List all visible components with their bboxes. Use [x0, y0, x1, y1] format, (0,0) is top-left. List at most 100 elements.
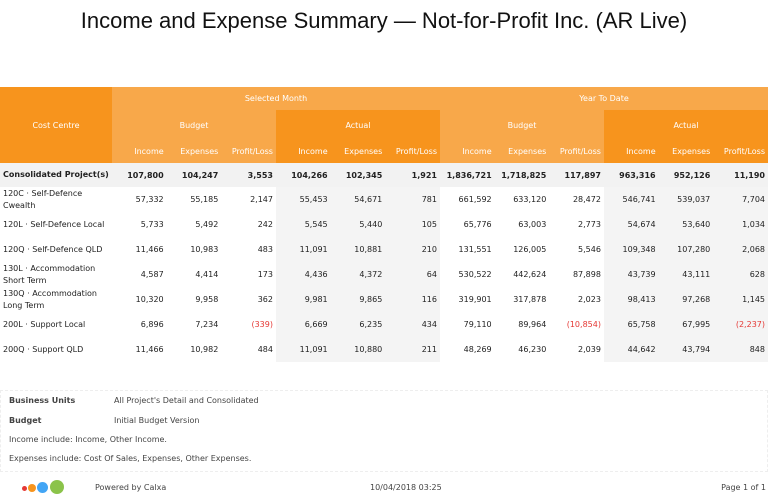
- cell-expenses: 442,624: [513, 270, 547, 279]
- cell-profit-loss: 2,147: [250, 195, 273, 204]
- cell-income: 48,269: [463, 345, 492, 354]
- cell-income: 131,551: [458, 245, 492, 254]
- footer: Powered by Calxa 10/04/2018 03:25 Page 1…: [0, 480, 768, 496]
- table-row: 200L · Support Local 6,896 7,234 (339) 6,669…: [0, 312, 768, 337]
- column-header-income: Income: [439, 140, 495, 163]
- cell-expenses: 4,414: [195, 270, 219, 279]
- cell-profit-loss: (339): [251, 320, 273, 329]
- cell-expenses: 10,982: [190, 345, 219, 354]
- cell-income: 319,901: [458, 295, 492, 304]
- budget-value: Initial Budget Version: [114, 416, 200, 425]
- cell-income: 44,642: [603, 337, 659, 362]
- cell-profit-loss: (10,854): [566, 320, 601, 329]
- cell-profit-loss: 362: [257, 295, 273, 304]
- header-sm-budget: Budget: [112, 110, 276, 140]
- cell-profit-loss: 781: [385, 187, 440, 212]
- column-header-expenses: Expenses: [166, 140, 222, 163]
- cell-profit-loss: 483: [257, 245, 273, 254]
- header-selected-month: Selected Month: [112, 87, 440, 110]
- cell-expenses: 9,958: [195, 295, 219, 304]
- cell-expenses: 539,037: [658, 187, 714, 212]
- cell-expenses: 102,345: [330, 163, 386, 187]
- cell-income: 98,413: [603, 287, 659, 312]
- cell-income: 4,587: [140, 270, 164, 279]
- cell-profit-loss: 28,472: [572, 195, 601, 204]
- table-row: 120L · Self-Defence Local 5,733 5,492 242 5,…: [0, 212, 768, 237]
- cell-expenses: 54,671: [330, 187, 386, 212]
- cell-profit-loss: 2,023: [578, 295, 601, 304]
- cell-income: 9,981: [275, 287, 331, 312]
- cell-expenses: 53,640: [658, 212, 714, 237]
- cell-profit-loss: 848: [713, 337, 768, 362]
- cell-expenses: 7,234: [195, 320, 219, 329]
- header-cost-centre: Cost Centre: [0, 87, 112, 163]
- cost-centre-name: 200Q · Support QLD: [3, 344, 84, 354]
- cell-income: 530,522: [458, 270, 492, 279]
- cell-income: 5,733: [140, 220, 164, 229]
- column-header-expenses: Expenses: [330, 140, 386, 163]
- table-row: 120Q · Self-Defence QLD 11,466 10,983 483 11…: [0, 237, 768, 262]
- cell-profit-loss: 5,546: [578, 245, 601, 254]
- column-header-income: Income: [275, 140, 331, 163]
- report-title: Income and Expense Summary — Not-for-Pro…: [80, 8, 688, 33]
- cost-centre-name: 130Q · Accommodation Long Term: [3, 288, 98, 310]
- cell-income: 57,332: [135, 195, 164, 204]
- cell-expenses: 126,005: [513, 245, 547, 254]
- cell-profit-loss: 64: [385, 262, 440, 287]
- cell-profit-loss: 117,897: [549, 163, 604, 187]
- cell-income: 79,110: [463, 320, 492, 329]
- cell-profit-loss: 2,068: [713, 237, 768, 262]
- cell-profit-loss: 484: [257, 345, 273, 354]
- cell-profit-loss: 2,039: [578, 345, 601, 354]
- column-header-income: Income: [112, 140, 167, 163]
- header-sm-actual: Actual: [275, 110, 440, 140]
- cell-expenses: 10,881: [330, 237, 386, 262]
- cell-expenses: 43,111: [658, 262, 714, 287]
- cell-income: 65,776: [463, 220, 492, 229]
- cell-income: 11,466: [135, 245, 164, 254]
- cell-income: 10,320: [135, 295, 164, 304]
- cell-profit-loss: 2,773: [578, 220, 601, 229]
- column-header-profit-loss: Profit/Loss: [549, 140, 604, 163]
- cell-profit-loss: 434: [385, 312, 440, 337]
- cell-income: 109,348: [603, 237, 659, 262]
- table-row: 120C · Self-Defence Cwealth 57,332 55,185 2…: [0, 187, 768, 212]
- cell-profit-loss: 7,704: [713, 187, 768, 212]
- business-units-value: All Project's Detail and Consolidated: [114, 396, 259, 405]
- cell-expenses: 104,247: [166, 163, 222, 187]
- cell-profit-loss: 628: [713, 262, 768, 287]
- cell-expenses: 63,003: [518, 220, 547, 229]
- cell-profit-loss: 87,898: [572, 270, 601, 279]
- timestamp: 10/04/2018 03:25: [370, 483, 442, 492]
- cell-expenses: 97,268: [658, 287, 714, 312]
- cell-expenses: 6,235: [330, 312, 386, 337]
- income-note: Income include: Income, Other Income.: [9, 435, 167, 444]
- cell-income: 11,466: [135, 345, 164, 354]
- column-header-profit-loss: Profit/Loss: [385, 140, 440, 163]
- cell-income: 963,316: [603, 163, 659, 187]
- header-ytd-budget: Budget: [439, 110, 604, 140]
- cell-expenses: 317,878: [513, 295, 547, 304]
- cell-income: 546,741: [603, 187, 659, 212]
- cell-income: 6,669: [275, 312, 331, 337]
- column-header-profit-loss: Profit/Loss: [221, 140, 276, 163]
- cell-expenses: 43,794: [658, 337, 714, 362]
- column-header-expenses: Expenses: [658, 140, 714, 163]
- cell-profit-loss: 1,034: [713, 212, 768, 237]
- cell-income: 1,836,721: [439, 163, 495, 187]
- cell-profit-loss: 1,145: [713, 287, 768, 312]
- cost-centre-name: 130L · Accommodation Short Term: [3, 263, 96, 285]
- cost-centre-name: 120C · Self-Defence Cwealth: [3, 188, 83, 210]
- header-year-to-date: Year To Date: [439, 87, 768, 110]
- budget-label: Budget: [9, 416, 42, 425]
- cell-expenses: 10,983: [190, 245, 219, 254]
- cell-income: 65,758: [603, 312, 659, 337]
- cell-profit-loss: 11,190: [713, 163, 768, 187]
- table-row: 200Q · Support QLD 11,466 10,982 484 11,091 1…: [0, 337, 768, 362]
- table-row: 130Q · Accommodation Long Term 10,320 9,95…: [0, 287, 768, 312]
- cell-income: 55,453: [275, 187, 331, 212]
- cell-expenses: 67,995: [658, 312, 714, 337]
- cell-profit-loss: 211: [385, 337, 440, 362]
- cell-expenses: 9,865: [330, 287, 386, 312]
- cost-centre-name: 200L · Support Local: [3, 319, 86, 329]
